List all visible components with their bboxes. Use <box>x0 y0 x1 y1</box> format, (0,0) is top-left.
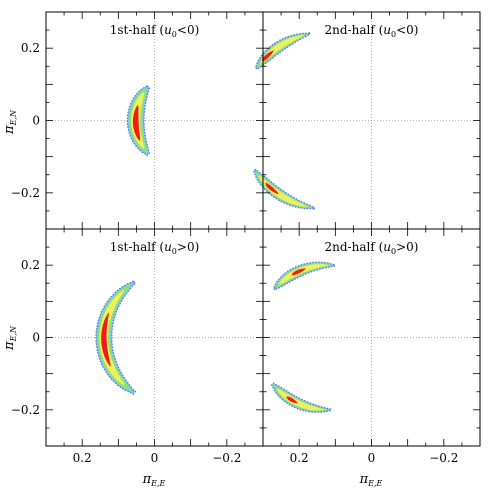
panel-title-text: 2nd-half ( <box>325 240 384 254</box>
x-axis-label-main: π <box>359 472 369 487</box>
panel-title-cond: <0) <box>396 23 418 37</box>
y-tick-label: 0 <box>32 114 40 128</box>
contour-level-1 <box>272 261 336 291</box>
contour-level-3 <box>99 289 125 386</box>
x-axis-label-sub: E,E <box>150 479 165 488</box>
contour-level-4 <box>265 182 279 195</box>
contour-level-1 <box>254 32 311 71</box>
y-tick-label: −0.2 <box>11 186 40 200</box>
panel-title-cond: >0) <box>177 240 199 254</box>
x-tick-label: 0 <box>368 451 376 465</box>
contour-level-3 <box>276 388 325 411</box>
y-axis-label-sub: E,N <box>9 325 18 342</box>
contour-level-4 <box>261 50 274 62</box>
panel-title: 2nd-half (u0>0) <box>325 240 419 256</box>
panel-title-text: 2nd-half ( <box>325 23 384 37</box>
y-tick-label: 0.2 <box>21 258 40 272</box>
panel-title-sub: 0 <box>391 30 396 39</box>
x-axis-label-sub: E,E <box>367 479 382 488</box>
y-axis-label-main: π <box>2 125 17 135</box>
contour-level-4 <box>291 268 306 276</box>
contour-level-4 <box>132 105 141 141</box>
panel-title: 1st-half (u0>0) <box>110 240 200 256</box>
panel-title-var: u <box>383 23 391 37</box>
y-tick-label: −0.2 <box>11 403 40 417</box>
x-tick-label: 0 <box>151 451 159 465</box>
x-tick-label: 0.2 <box>73 451 92 465</box>
panel-title: 2nd-half (u0<0) <box>325 23 419 39</box>
panel-title-sub: 0 <box>391 247 396 256</box>
axis-labels-group: πE,N πE,N πE,E πE,E <box>2 109 383 488</box>
x-tick-label: −0.2 <box>429 451 458 465</box>
x-axis-label-left: πE,E <box>142 472 166 488</box>
y-tick-label: 0.2 <box>21 41 40 55</box>
y-tick-label: 0 <box>32 331 40 345</box>
x-tick-label: −0.2 <box>212 451 241 465</box>
y-axis-label-sub: E,N <box>9 109 18 126</box>
panel-title-cond: <0) <box>177 23 199 37</box>
panel-title-cond: >0) <box>396 240 418 254</box>
panel-title-text: 1st-half ( <box>110 23 164 37</box>
panel-title-var: u <box>164 23 172 37</box>
y-axis-label-bottom: πE,N <box>2 325 18 351</box>
panel-title: 1st-half (u0<0) <box>110 23 200 39</box>
contour-level-2 <box>255 171 312 209</box>
panel-title-sub: 0 <box>172 30 177 39</box>
contour-level-4 <box>286 396 298 404</box>
panel-title-sub: 0 <box>172 247 177 256</box>
panel-title-var: u <box>164 240 172 254</box>
contour-level-4 <box>101 312 111 367</box>
x-tick-label: 0.2 <box>290 451 309 465</box>
contour-level-2 <box>257 33 308 67</box>
y-axis-label-top: πE,N <box>2 109 18 135</box>
y-axis-label-main: π <box>2 341 17 351</box>
panel-title-text: 1st-half ( <box>110 240 164 254</box>
x-axis-label-main: π <box>142 472 152 487</box>
contour-level-3 <box>259 35 304 64</box>
x-axis-label-right: πE,E <box>359 472 383 488</box>
panel-2: 2nd-half (u0<0) <box>252 11 481 230</box>
panel-title-var: u <box>383 240 391 254</box>
contour-level-3 <box>278 264 328 285</box>
